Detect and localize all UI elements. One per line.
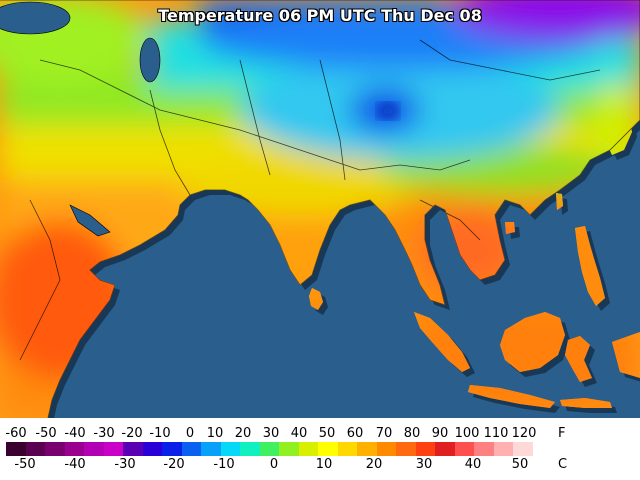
color-swatch [454,442,474,456]
color-swatch [532,442,552,456]
color-swatch [298,442,318,456]
tick-f: 10 [206,426,224,441]
tick-f: -40 [64,426,86,441]
tick-c: -10 [213,457,235,472]
tick-c: -40 [64,457,86,472]
color-swatch [279,442,299,456]
tick-f: 0 [185,426,195,441]
tick-f: 50 [318,426,336,441]
color-swatch [493,442,513,456]
color-swatch [6,442,26,456]
color-swatch [396,442,416,456]
tick-c: 10 [315,457,333,472]
tick-f: -10 [149,426,171,441]
tick-f: -50 [35,426,57,441]
tick-f: -60 [5,426,27,441]
tick-f: -20 [121,426,143,441]
color-swatch [64,442,84,456]
temperature-map [0,0,640,418]
color-swatch [142,442,162,456]
color-swatch [84,442,104,456]
color-swatch [474,442,494,456]
tick-c: 0 [269,457,279,472]
color-swatch [123,442,143,456]
tick-c: 30 [415,457,433,472]
color-swatch [220,442,240,456]
tick-c: 40 [464,457,482,472]
tick-f: 120 [511,426,537,441]
tick-f: 70 [375,426,393,441]
tick-f: 110 [483,426,509,441]
tick-c: -30 [114,457,136,472]
color-scale-bar [6,442,552,456]
map-title: Temperature 06 PM UTC Thu Dec 08 [158,6,482,25]
color-swatch [435,442,455,456]
fahrenheit-unit-label: F [558,426,566,441]
color-swatch [259,442,279,456]
tick-f: 60 [346,426,364,441]
tick-f: 100 [454,426,480,441]
tick-f: 30 [262,426,280,441]
color-swatch [513,442,533,456]
color-swatch [318,442,338,456]
tick-f: 40 [290,426,308,441]
color-swatch [25,442,45,456]
tick-f: 20 [234,426,252,441]
color-swatch [45,442,65,456]
color-swatch [376,442,396,456]
tick-c: 50 [511,457,529,472]
color-swatch [103,442,123,456]
tick-c: 20 [365,457,383,472]
tick-f: -30 [93,426,115,441]
color-swatch [162,442,182,456]
celsius-unit-label: C [558,457,568,472]
color-swatch [337,442,357,456]
color-swatch [415,442,435,456]
tick-c: -20 [163,457,185,472]
color-swatch [201,442,221,456]
tick-f: 90 [431,426,449,441]
tick-f: 80 [403,426,421,441]
color-swatch [181,442,201,456]
color-swatch [357,442,377,456]
tick-c: -50 [14,457,36,472]
color-swatch [240,442,260,456]
